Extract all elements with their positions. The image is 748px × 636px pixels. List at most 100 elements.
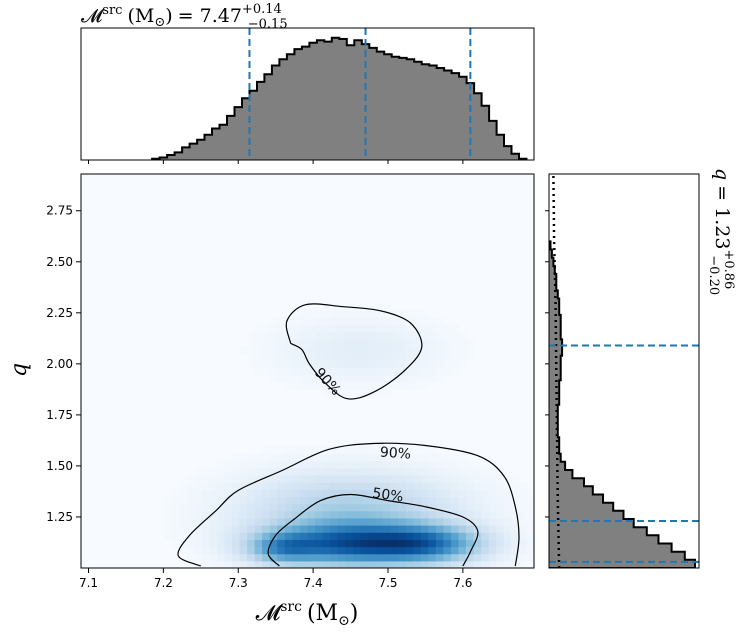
heatmap-cell (186, 496, 195, 505)
heatmap-cell (216, 560, 226, 568)
heatmap-cell (420, 553, 429, 562)
heatmap-cell (345, 439, 354, 447)
heatmap-cell (292, 525, 301, 533)
heatmap-cell (216, 532, 226, 540)
x-tick-label: 7.1 (79, 576, 98, 590)
heatmap-cell (315, 546, 324, 555)
heatmap-cell (299, 539, 309, 548)
heatmap-cell (390, 517, 399, 526)
heatmap-cell (352, 517, 361, 526)
heatmap-cell (405, 539, 414, 548)
heatmap-cell (398, 560, 407, 568)
heatmap-cell (299, 381, 309, 390)
heatmap-cell (277, 331, 286, 340)
heatmap-cell (413, 367, 422, 376)
heatmap-cell (322, 560, 331, 568)
heatmap-cell (239, 345, 248, 354)
heatmap-cell (367, 381, 377, 390)
heatmap-cell (360, 317, 369, 326)
heatmap-cell (420, 467, 429, 476)
heatmap-cell (247, 345, 256, 354)
heatmap-cell (337, 439, 346, 447)
heatmap-cell (398, 345, 407, 354)
heatmap-cell (352, 546, 361, 555)
heatmap-cell (352, 331, 361, 340)
heatmap-cell (473, 496, 482, 505)
x-axis-label-unit: (M (307, 601, 338, 626)
heatmap-cell (254, 467, 263, 476)
heatmap-cell (511, 496, 520, 505)
heatmap-cell (428, 324, 437, 333)
heatmap-cell (322, 367, 331, 376)
heatmap-cell (375, 374, 384, 383)
heatmap-cell (330, 539, 339, 548)
heatmap-cell (299, 331, 309, 340)
heatmap-cell (194, 553, 203, 562)
heatmap-cell (224, 517, 233, 526)
heatmap-cell (443, 331, 452, 340)
heatmap-cell (247, 360, 256, 369)
heatmap-cell (171, 525, 180, 533)
heatmap-cell (390, 553, 399, 562)
heatmap-cell (254, 546, 263, 555)
heatmap-cell (337, 446, 346, 454)
heatmap-cell (390, 331, 399, 340)
heatmap-cell (390, 324, 399, 333)
heatmap-cell (466, 489, 475, 497)
heatmap-cell (375, 525, 384, 533)
heatmap-cell (360, 388, 369, 397)
heatmap-cell (224, 503, 233, 512)
heatmap-cell (315, 381, 324, 390)
heatmap-cell (269, 539, 278, 548)
heatmap-cell (360, 467, 369, 476)
heatmap-cell (360, 310, 369, 318)
heatmap-cell (330, 374, 339, 383)
heatmap-cell (262, 553, 271, 562)
heatmap-cell (435, 510, 444, 519)
heatmap-cell (299, 374, 309, 383)
heatmap-cell (360, 381, 369, 390)
heatmap-cell (367, 482, 377, 490)
heatmap-cell (315, 374, 324, 383)
heatmap-cell (398, 338, 407, 347)
heatmap-cell (292, 324, 301, 333)
heatmap-cell (330, 310, 339, 318)
heatmap-cell (360, 517, 369, 526)
heatmap-cell (450, 503, 460, 512)
heatmap-cell (481, 496, 490, 505)
heatmap-cell (186, 482, 195, 490)
heatmap-cell (383, 560, 392, 568)
heatmap-cell (262, 517, 271, 526)
heatmap-cell (179, 489, 188, 497)
heatmap-cell (496, 482, 505, 490)
heatmap-cell (277, 345, 286, 354)
heatmap-cell (405, 331, 414, 340)
heatmap-cell (186, 474, 195, 483)
heatmap-cell (420, 317, 429, 326)
heatmap-cell (322, 302, 331, 311)
heatmap-cell (352, 317, 361, 326)
heatmap-cell (337, 374, 346, 383)
x-tick-label: 7.6 (453, 576, 472, 590)
heatmap-cell (435, 517, 444, 526)
heatmap-cell (390, 317, 399, 326)
heatmap-cell (330, 302, 339, 311)
heatmap-cell (337, 517, 346, 526)
heatmap-cell (503, 532, 512, 540)
heatmap-cell (496, 503, 505, 512)
heatmap-cell (247, 532, 256, 540)
heatmap-cell (398, 525, 407, 533)
heatmap-cell (496, 510, 505, 519)
heatmap-cell (239, 474, 248, 483)
main-2d-panel: 90%50%90% 7.1 7.2 7.3 7.4 7.5 7.6 1.251.501.7… (7, 173, 535, 629)
heatmap-cell (216, 496, 226, 505)
heatmap-cell (413, 310, 422, 318)
heatmap-cell (322, 474, 331, 483)
heatmap-cell (488, 496, 497, 505)
top-title-value: = 7.47 (178, 5, 242, 27)
heatmap-cell (224, 553, 233, 562)
top-title-unit-close: ) (165, 5, 172, 27)
heatmap-cell (262, 496, 271, 505)
heatmap-cell (473, 489, 482, 497)
